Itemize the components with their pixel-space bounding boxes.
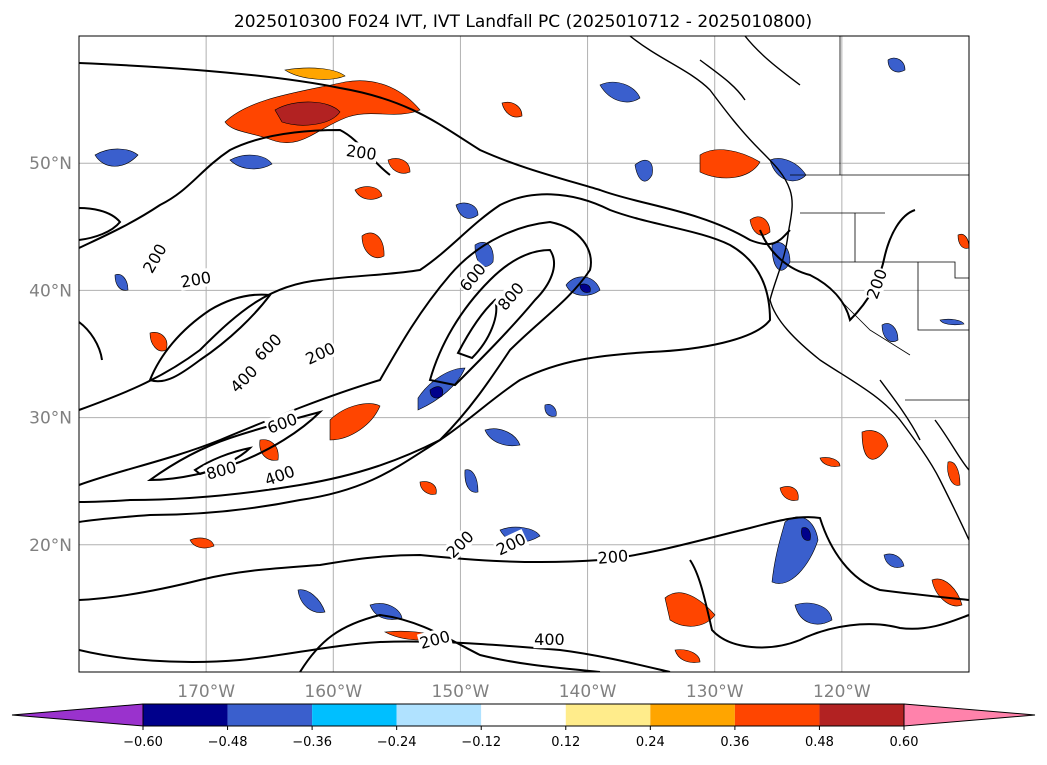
colorbar-tick-label: 0.12 — [551, 735, 580, 750]
coastlines — [629, 36, 969, 541]
contour-label-bg — [178, 267, 214, 291]
contour-200-east-lower — [689, 559, 969, 649]
colorbar-segment — [227, 704, 313, 726]
colorbar-tick-label: −0.36 — [292, 735, 332, 750]
contour-label-group: 200 — [596, 546, 630, 568]
contour-label-bg — [533, 630, 566, 649]
colorbar-tick-label: 0.36 — [720, 735, 749, 750]
lat-tick-label: 50°N — [29, 154, 72, 174]
lat-tick-label: 20°N — [29, 536, 72, 556]
colorbar-tick-label: −0.12 — [461, 735, 501, 750]
contour-200-north — [79, 62, 791, 246]
contour-800-upper — [456, 298, 498, 360]
lat-tick-label: 30°N — [29, 409, 72, 429]
figure-title: 2025010300 F024 IVT, IVT Landfall PC (20… — [234, 12, 812, 32]
contour-label-group: 200 — [178, 267, 214, 292]
lon-tick-label: 120°W — [813, 682, 871, 702]
colorbar-segment — [312, 704, 397, 726]
lon-tick-label: 130°W — [686, 682, 744, 702]
colorbar-tick-label: 0.60 — [890, 735, 919, 750]
colorbar-segment — [734, 704, 820, 726]
contour-label-bg — [203, 457, 239, 483]
colorbar-segment — [396, 704, 482, 726]
colorbar-segment — [650, 704, 735, 726]
contour-label-bg — [862, 265, 891, 302]
contour-200-coast — [759, 209, 916, 322]
contour-label: 200 — [345, 141, 378, 164]
contour-label-bg — [492, 528, 530, 559]
contour-200-main — [79, 193, 772, 523]
colorbar-segment — [565, 704, 651, 726]
lon-tick-label: 170°W — [177, 682, 235, 702]
contour-label-bg — [442, 526, 478, 562]
lon-tick-label: 160°W — [304, 682, 362, 702]
contour-200-west-edge — [79, 207, 122, 241]
contour-200-west-mid — [79, 321, 103, 361]
pc-shading-warm — [149, 67, 969, 663]
contour-label-bg — [596, 546, 630, 567]
contour-label-bg — [250, 329, 286, 365]
contour-label-bg — [416, 626, 453, 653]
colorbar-segment — [143, 704, 228, 726]
contour-label-group: 400 — [533, 630, 566, 649]
contour-400-southern — [79, 640, 671, 672]
latitude-tick-labels: 50°N 40°N 30°N 20°N — [29, 154, 72, 556]
contour-400-main — [79, 220, 592, 503]
colorbar-outline — [142, 703, 905, 727]
contour-label-bg — [493, 278, 528, 315]
contour-label-bg — [301, 338, 339, 369]
contour-label-bg — [455, 258, 490, 296]
contour-label-bg — [263, 409, 301, 437]
map-frame — [78, 35, 970, 673]
ivt-contours — [79, 62, 969, 672]
colorbar-tick-label: −0.48 — [208, 735, 248, 750]
contour-label: 200 — [597, 546, 629, 568]
contour-600-upper — [428, 248, 555, 387]
colorbar-max-extension — [903, 703, 1036, 727]
contour-label-bg — [261, 461, 298, 490]
contour-label-bg — [138, 239, 171, 277]
lat-tick-label: 40°N — [29, 281, 72, 301]
contour-400-west — [148, 293, 272, 383]
colorbar-segment — [819, 704, 904, 726]
colorbar-min-extension — [11, 703, 144, 727]
lon-tick-label: 150°W — [432, 682, 490, 702]
lon-tick-label: 140°W — [559, 682, 617, 702]
colorbar-tick-label: 0.24 — [636, 735, 665, 750]
contour-label-bg — [225, 361, 262, 397]
colorbar-tick-label: 0.48 — [805, 735, 834, 750]
longitude-tick-labels: 170°W 160°W 150°W 140°W 130°W 120°W — [177, 682, 871, 702]
colorbar-tick-label: −0.24 — [377, 735, 417, 750]
contour-200-western — [79, 128, 391, 249]
contour-200-southern — [79, 516, 969, 601]
colorbar-segment — [481, 704, 566, 726]
colorbar: −0.60 −0.48 −0.36 −0.24 −0.12 0.12 0.24 0.36 0.4… — [11, 703, 1036, 750]
contour-label: 400 — [534, 630, 565, 649]
contour-label-bg — [344, 140, 379, 164]
political-borders — [790, 36, 969, 401]
contour-label-group: 200 — [344, 140, 379, 164]
colorbar-tick-label: −0.60 — [123, 735, 163, 750]
